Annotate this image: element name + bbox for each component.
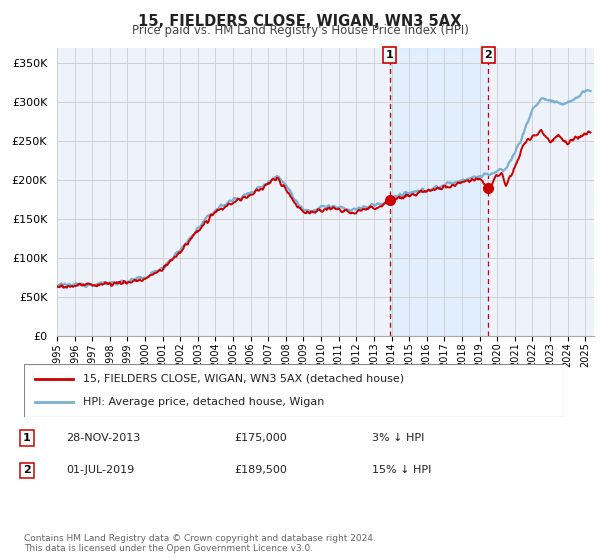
- FancyBboxPatch shape: [24, 364, 564, 417]
- Bar: [390, 48, 488, 336]
- Text: 1: 1: [23, 433, 31, 443]
- Text: 15, FIELDERS CLOSE, WIGAN, WN3 5AX (detached house): 15, FIELDERS CLOSE, WIGAN, WN3 5AX (deta…: [83, 374, 404, 384]
- Text: £175,000: £175,000: [234, 433, 287, 443]
- Text: 3% ↓ HPI: 3% ↓ HPI: [372, 433, 424, 443]
- Text: 15% ↓ HPI: 15% ↓ HPI: [372, 465, 431, 475]
- Text: 2: 2: [484, 50, 492, 60]
- Text: 2: 2: [23, 465, 31, 475]
- Text: HPI: Average price, detached house, Wigan: HPI: Average price, detached house, Wiga…: [83, 397, 325, 407]
- Text: 28-NOV-2013: 28-NOV-2013: [66, 433, 140, 443]
- Text: 01-JUL-2019: 01-JUL-2019: [66, 465, 134, 475]
- Text: Contains HM Land Registry data © Crown copyright and database right 2024.
This d: Contains HM Land Registry data © Crown c…: [24, 534, 376, 553]
- Text: 15, FIELDERS CLOSE, WIGAN, WN3 5AX: 15, FIELDERS CLOSE, WIGAN, WN3 5AX: [139, 14, 461, 29]
- Text: 1: 1: [386, 50, 394, 60]
- Text: £189,500: £189,500: [234, 465, 287, 475]
- Text: Price paid vs. HM Land Registry's House Price Index (HPI): Price paid vs. HM Land Registry's House …: [131, 24, 469, 37]
